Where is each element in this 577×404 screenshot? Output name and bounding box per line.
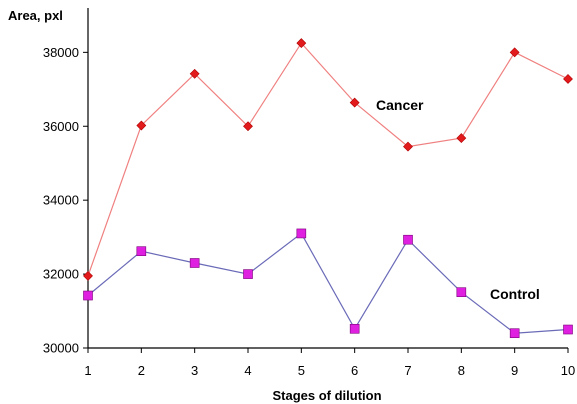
data-point-cancer	[296, 38, 307, 49]
x-ticks: 1 2 3 4 5 6 7 8 9 10	[84, 348, 575, 378]
data-point-cancer	[509, 47, 520, 58]
data-point-control	[456, 287, 467, 297]
data-point-cancer	[83, 271, 93, 281]
series-cancer	[83, 38, 573, 281]
data-point-cancer	[136, 120, 147, 131]
x-tick-label: 1	[84, 363, 91, 378]
x-tick-label: 5	[298, 363, 305, 378]
data-point-control	[243, 269, 253, 279]
data-point-control	[349, 323, 360, 334]
series-label-control: Control	[490, 286, 540, 302]
data-point-cancer	[349, 97, 360, 108]
y-axis-title: Area, pxl	[8, 8, 63, 23]
y-tick-label: 30000	[43, 341, 79, 356]
data-point-control	[403, 234, 413, 245]
series-line-control	[87, 232, 569, 334]
x-tick-label: 7	[404, 363, 411, 378]
y-tick-label: 38000	[43, 45, 79, 60]
series-group	[83, 38, 573, 339]
data-point-control	[563, 324, 573, 335]
data-point-control	[136, 246, 147, 256]
data-point-cancer	[189, 68, 200, 79]
series-label-cancer: Cancer	[376, 97, 424, 113]
x-tick-label: 9	[511, 363, 518, 378]
series-line-cancer	[87, 42, 569, 277]
y-tick-label: 34000	[43, 193, 79, 208]
data-point-cancer	[403, 141, 413, 152]
x-axis-title: Stages of dilution	[272, 388, 381, 403]
data-point-cancer	[456, 133, 467, 144]
x-tick-label: 4	[244, 363, 251, 378]
data-point-control	[83, 290, 93, 301]
x-tick-label: 3	[191, 363, 198, 378]
data-point-control	[509, 328, 520, 339]
y-ticks: 30000 32000 34000 36000 38000	[43, 45, 88, 356]
x-tick-label: 6	[351, 363, 358, 378]
data-point-control	[189, 258, 200, 268]
data-point-cancer	[563, 74, 573, 84]
x-tick-label: 8	[458, 363, 465, 378]
x-tick-label: 10	[561, 363, 575, 378]
x-tick-label: 2	[138, 363, 145, 378]
data-point-control	[296, 228, 307, 239]
data-point-cancer	[243, 121, 253, 132]
y-tick-label: 36000	[43, 119, 79, 134]
series-control	[83, 228, 573, 339]
y-tick-label: 32000	[43, 267, 79, 282]
